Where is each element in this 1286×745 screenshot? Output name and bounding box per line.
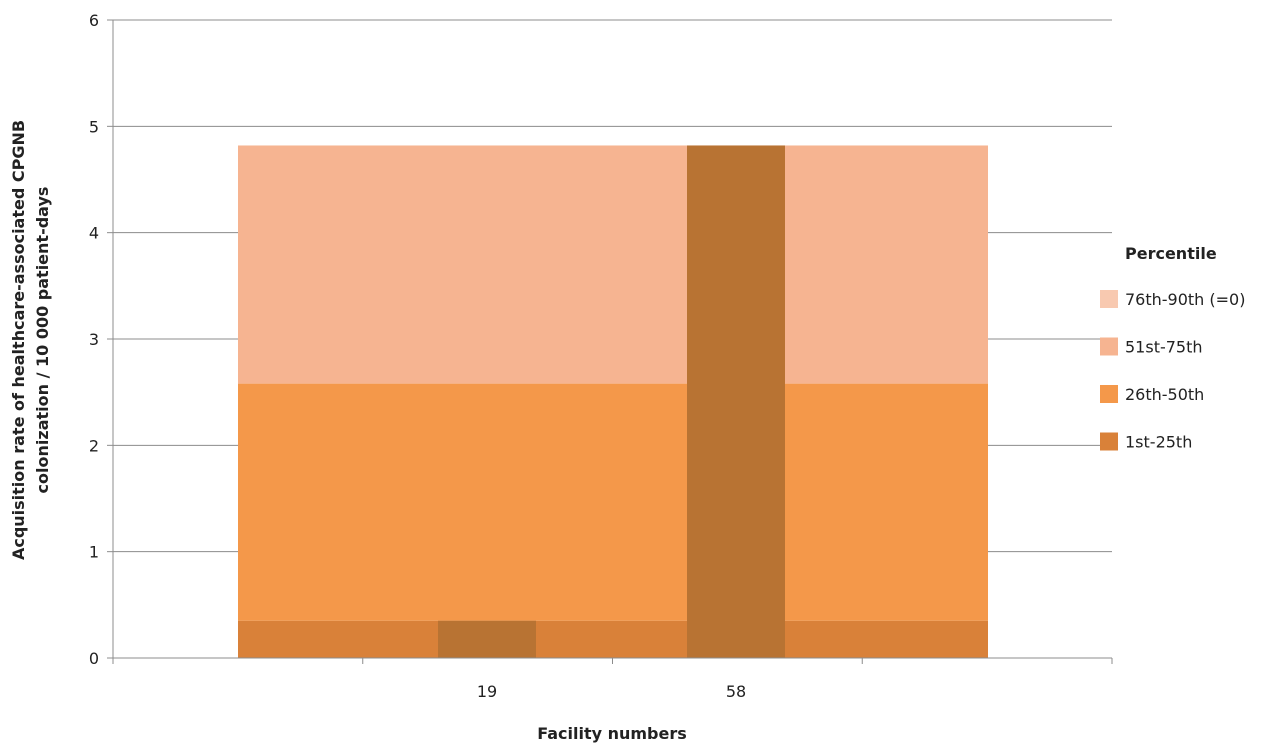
- y-axis-title-line2: colonization / 10 000 patient-days: [33, 187, 52, 494]
- bar-facility-19: [438, 620, 536, 658]
- percentile-band: [238, 145, 988, 384]
- bar-facility-58: [687, 145, 785, 658]
- x-axis-title: Facility numbers: [537, 724, 687, 743]
- percentile-band: [238, 383, 988, 621]
- percentile-bands: [238, 145, 988, 658]
- y-axis-title-line1: Acquisition rate of healthcare-associate…: [9, 120, 28, 560]
- facility-bars: [438, 145, 785, 658]
- legend: Percentile 76th-90th (=0) 51st-75th 26th-5…: [1100, 244, 1245, 452]
- y-tick-label: 1: [89, 543, 99, 562]
- x-tick-label: 58: [726, 682, 746, 701]
- x-tick-label: 19: [477, 682, 497, 701]
- y-tick-label: 3: [89, 330, 99, 349]
- axes: [107, 19, 1113, 664]
- legend-swatch: [1100, 337, 1118, 356]
- y-tick-label: 6: [89, 11, 99, 30]
- legend-swatch: [1100, 385, 1118, 403]
- x-tick-labels: 19 58: [477, 682, 746, 701]
- legend-title: Percentile: [1125, 244, 1217, 263]
- percentile-band: [238, 620, 988, 658]
- y-tick-label: 2: [89, 436, 99, 455]
- y-tick-label: 0: [89, 649, 99, 668]
- y-tick-label: 4: [89, 224, 99, 243]
- legend-label: 51st-75th: [1125, 338, 1203, 357]
- legend-swatch: [1100, 290, 1118, 308]
- y-tick-labels: 0 1 2 3 4 5 6: [89, 11, 99, 668]
- y-axis-title: Acquisition rate of healthcare-associate…: [9, 120, 52, 560]
- legend-label: 1st-25th: [1125, 433, 1192, 452]
- y-tick-label: 5: [89, 117, 99, 136]
- legend-swatch: [1100, 432, 1118, 451]
- legend-label: 76th-90th (=0): [1125, 290, 1245, 309]
- legend-label: 26th-50th: [1125, 385, 1204, 404]
